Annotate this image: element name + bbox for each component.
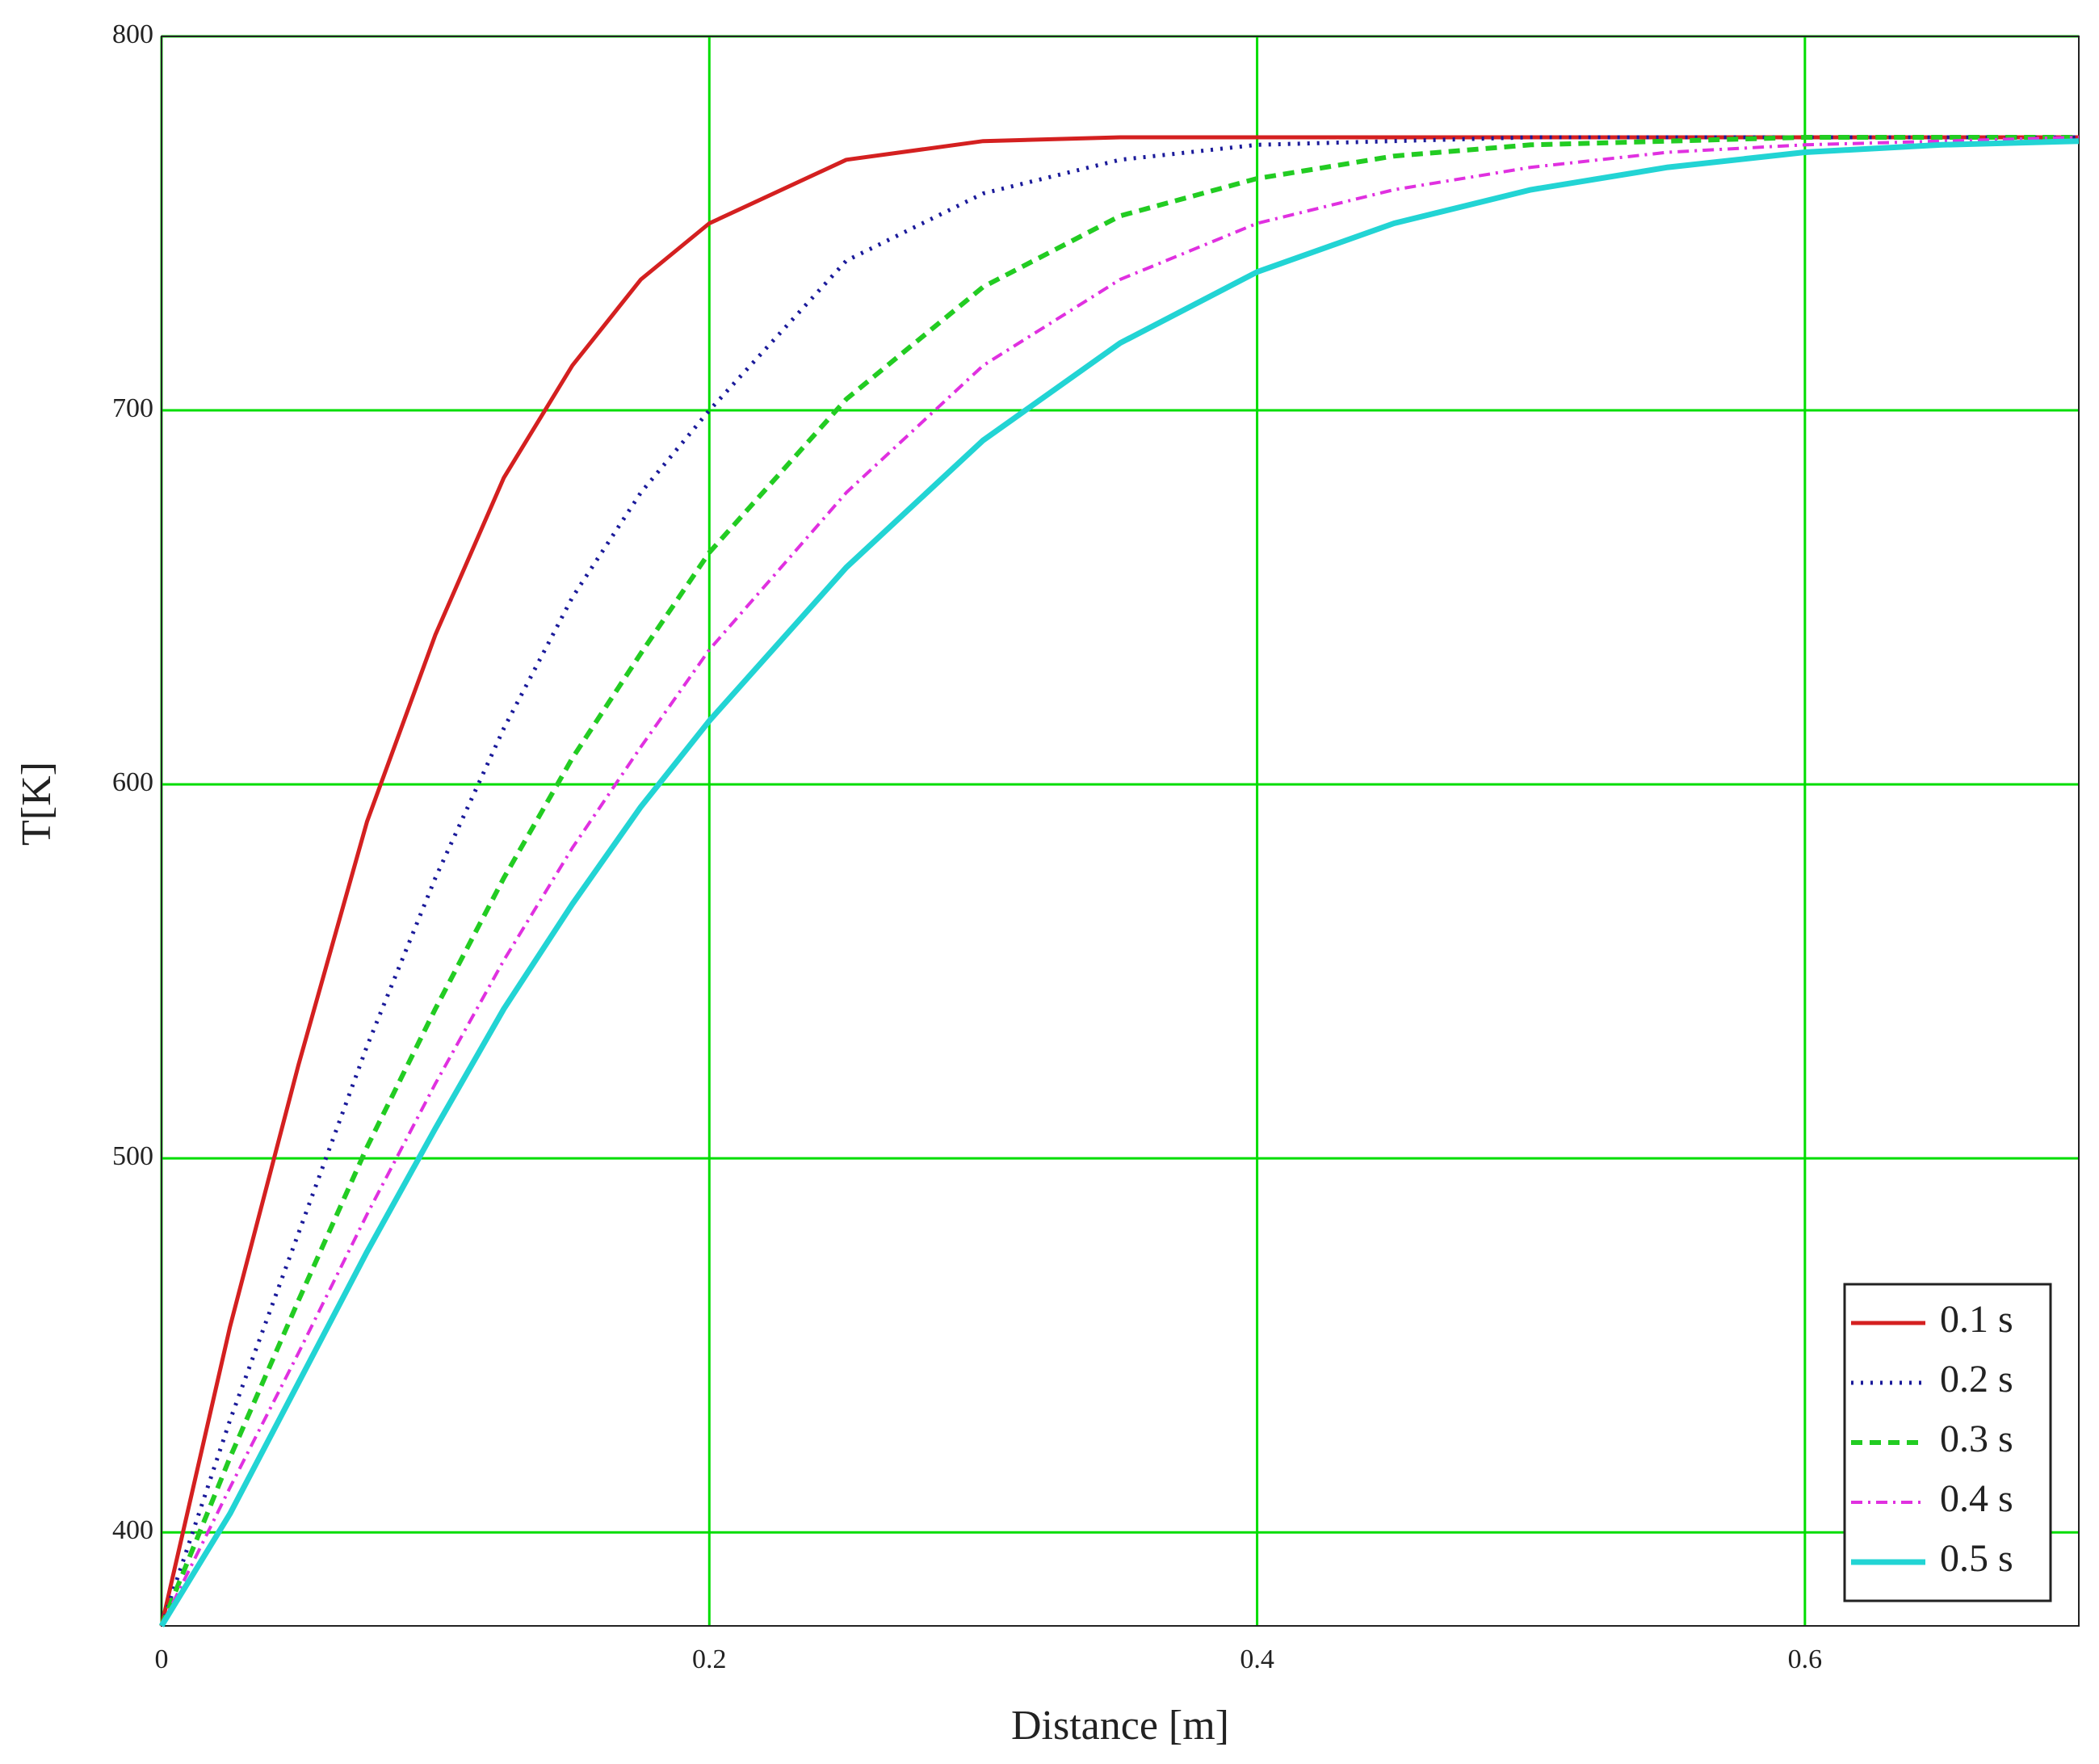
legend-label: 0.2 s: [1940, 1358, 2013, 1401]
x-axis-title: Distance [m]: [1011, 1703, 1229, 1749]
line-series: [159, 138, 2080, 1628]
x-tick-label: 0.6: [1788, 1644, 1823, 1674]
plot-frame: [161, 36, 2080, 1627]
x-tick-label: 0: [155, 1644, 169, 1674]
y-tick-label: 800: [112, 19, 153, 49]
y-axis-title: T[K]: [14, 762, 60, 846]
y-tick-label: 700: [112, 393, 153, 423]
legend-label: 0.1 s: [1940, 1298, 2013, 1341]
line-series: [159, 135, 2079, 1627]
y-tick-label: 400: [112, 1515, 153, 1545]
y-tick-label: 600: [112, 767, 153, 797]
x-tick-label: 0.4: [1240, 1644, 1274, 1674]
line-series: [160, 136, 2080, 1627]
line-series: [159, 135, 2079, 1627]
y-tick-label: 500: [112, 1141, 153, 1171]
line-series: [159, 135, 2079, 1628]
x-tick-label: 0.2: [692, 1644, 727, 1674]
legend-label: 0.5 s: [1940, 1537, 2013, 1580]
legend-label: 0.4 s: [1940, 1477, 2013, 1520]
legend-label: 0.3 s: [1940, 1418, 2013, 1460]
